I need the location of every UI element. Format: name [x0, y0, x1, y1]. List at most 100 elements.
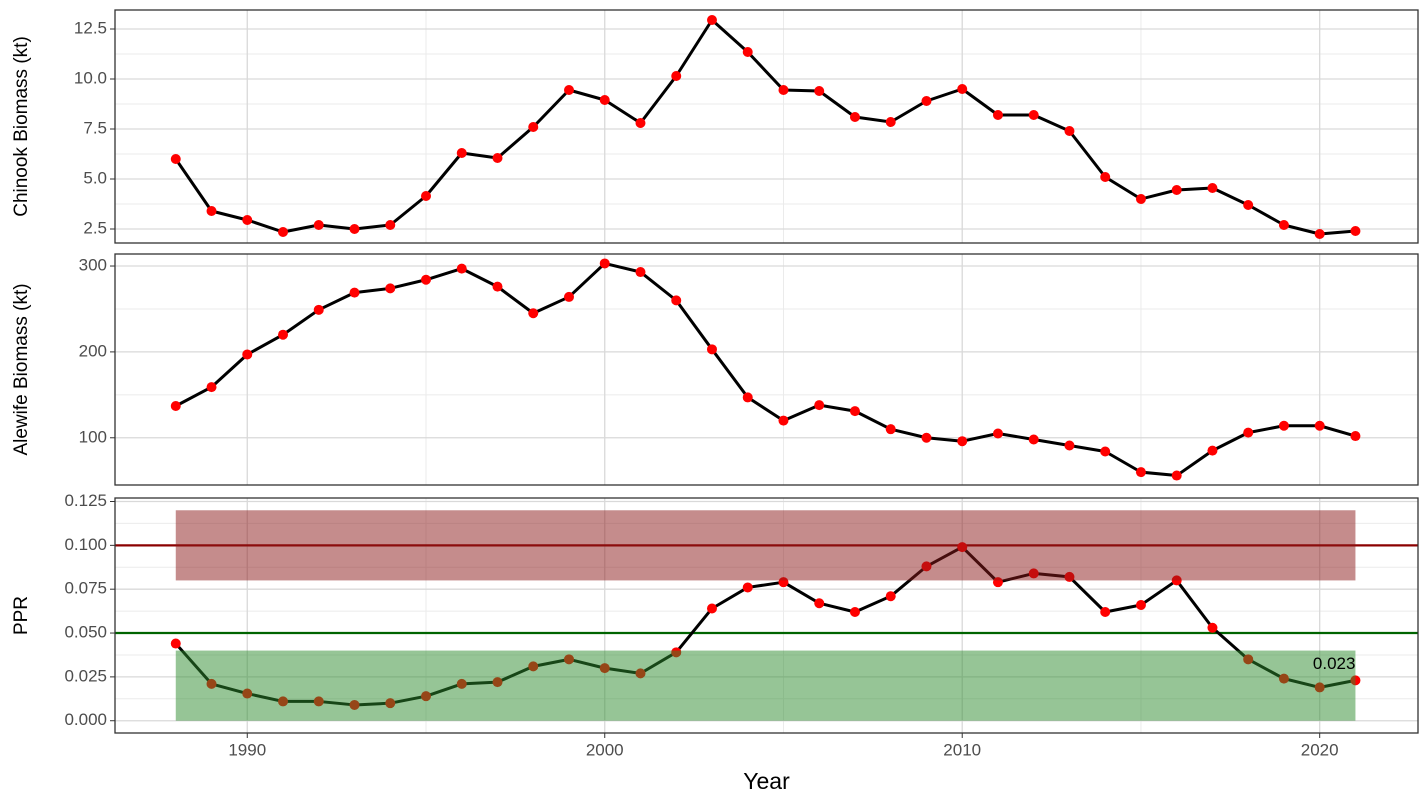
point — [278, 227, 289, 237]
x-tick-label: 2020 — [1301, 740, 1339, 759]
point — [742, 392, 753, 403]
y-tick-label: 0.100 — [64, 535, 107, 554]
point — [563, 291, 574, 302]
point — [1207, 445, 1218, 456]
point — [563, 85, 574, 95]
point — [421, 191, 432, 201]
point — [1207, 183, 1218, 193]
point — [170, 400, 181, 411]
point — [456, 148, 467, 158]
y-axis-title: PPR — [11, 596, 32, 635]
point — [1243, 427, 1254, 438]
point — [599, 258, 610, 269]
point — [206, 206, 217, 216]
point — [1350, 431, 1361, 442]
point — [706, 344, 717, 355]
y-tick-label: 0.000 — [64, 710, 107, 729]
point — [1171, 470, 1182, 481]
point — [206, 382, 217, 393]
point — [1350, 226, 1361, 236]
point — [1064, 126, 1075, 136]
point — [778, 415, 789, 426]
point — [1064, 440, 1075, 451]
point — [492, 153, 503, 163]
point — [992, 428, 1003, 439]
point — [1243, 200, 1254, 210]
y-tick-label: 10.0 — [74, 68, 107, 87]
point — [170, 638, 181, 649]
x-axis-title: Year — [743, 768, 790, 794]
point — [957, 436, 968, 447]
y-tick-label: 5.0 — [83, 168, 107, 187]
point — [349, 287, 360, 298]
panel: 100 200 300 Alewife Biomass (kt) — [11, 253, 1419, 486]
panel-border — [114, 497, 1419, 734]
point — [814, 400, 825, 411]
point — [921, 96, 932, 106]
point — [849, 406, 860, 417]
point — [814, 86, 825, 96]
point — [1207, 622, 1218, 633]
x-tick-label: 2000 — [586, 740, 624, 759]
point — [1314, 420, 1325, 431]
point — [742, 47, 753, 57]
point — [849, 606, 860, 617]
point — [671, 295, 682, 306]
point — [456, 263, 467, 274]
y-tick-label: 2.5 — [83, 218, 107, 237]
panel: 0.000 0.025 0.050 0.075 0.100 0.125 1990 2000 20… — [11, 491, 1419, 794]
point — [1314, 229, 1325, 239]
panel: 2.5 5.0 7.5 10.0 12.5 Chinook Biomass (kt) — [11, 9, 1419, 244]
y-tick-label: 200 — [79, 341, 107, 360]
point — [849, 112, 860, 122]
panel-border — [114, 9, 1419, 244]
point — [599, 95, 610, 105]
point — [1028, 434, 1039, 445]
y-tick-label: 7.5 — [83, 118, 107, 137]
point — [635, 118, 646, 128]
point — [742, 582, 753, 593]
y-tick-label: 0.050 — [64, 623, 107, 642]
point — [885, 117, 896, 127]
point — [1100, 172, 1111, 182]
point — [170, 154, 181, 164]
point — [1278, 220, 1289, 230]
point — [313, 304, 324, 315]
point — [671, 71, 682, 81]
point — [921, 432, 932, 443]
line — [175, 261, 1356, 478]
point — [1100, 446, 1111, 457]
band — [175, 510, 1356, 581]
point — [528, 308, 539, 319]
data-label: 0.023 — [1313, 654, 1356, 673]
point — [1135, 194, 1146, 204]
point — [492, 281, 503, 292]
point — [992, 110, 1003, 120]
point — [385, 283, 396, 294]
point — [814, 598, 825, 609]
y-tick-label: 100 — [79, 427, 107, 446]
point — [1100, 606, 1111, 617]
point — [528, 122, 539, 132]
point — [385, 220, 396, 230]
point — [242, 349, 253, 360]
point — [421, 274, 432, 285]
point — [242, 215, 253, 225]
y-tick-label: 0.125 — [64, 491, 107, 510]
point — [1135, 599, 1146, 610]
point — [778, 85, 789, 95]
point — [1028, 110, 1039, 120]
point — [349, 224, 360, 234]
point — [1171, 185, 1182, 195]
point — [885, 424, 896, 435]
point — [1278, 420, 1289, 431]
x-tick-label: 1990 — [228, 740, 266, 759]
point — [706, 603, 717, 614]
y-axis-title: Chinook Biomass (kt) — [11, 36, 32, 217]
panel-border — [114, 253, 1419, 486]
point — [635, 267, 646, 278]
y-tick-label: 12.5 — [74, 18, 107, 37]
y-tick-label: 0.075 — [64, 579, 107, 598]
y-tick-label: 0.025 — [64, 666, 107, 685]
